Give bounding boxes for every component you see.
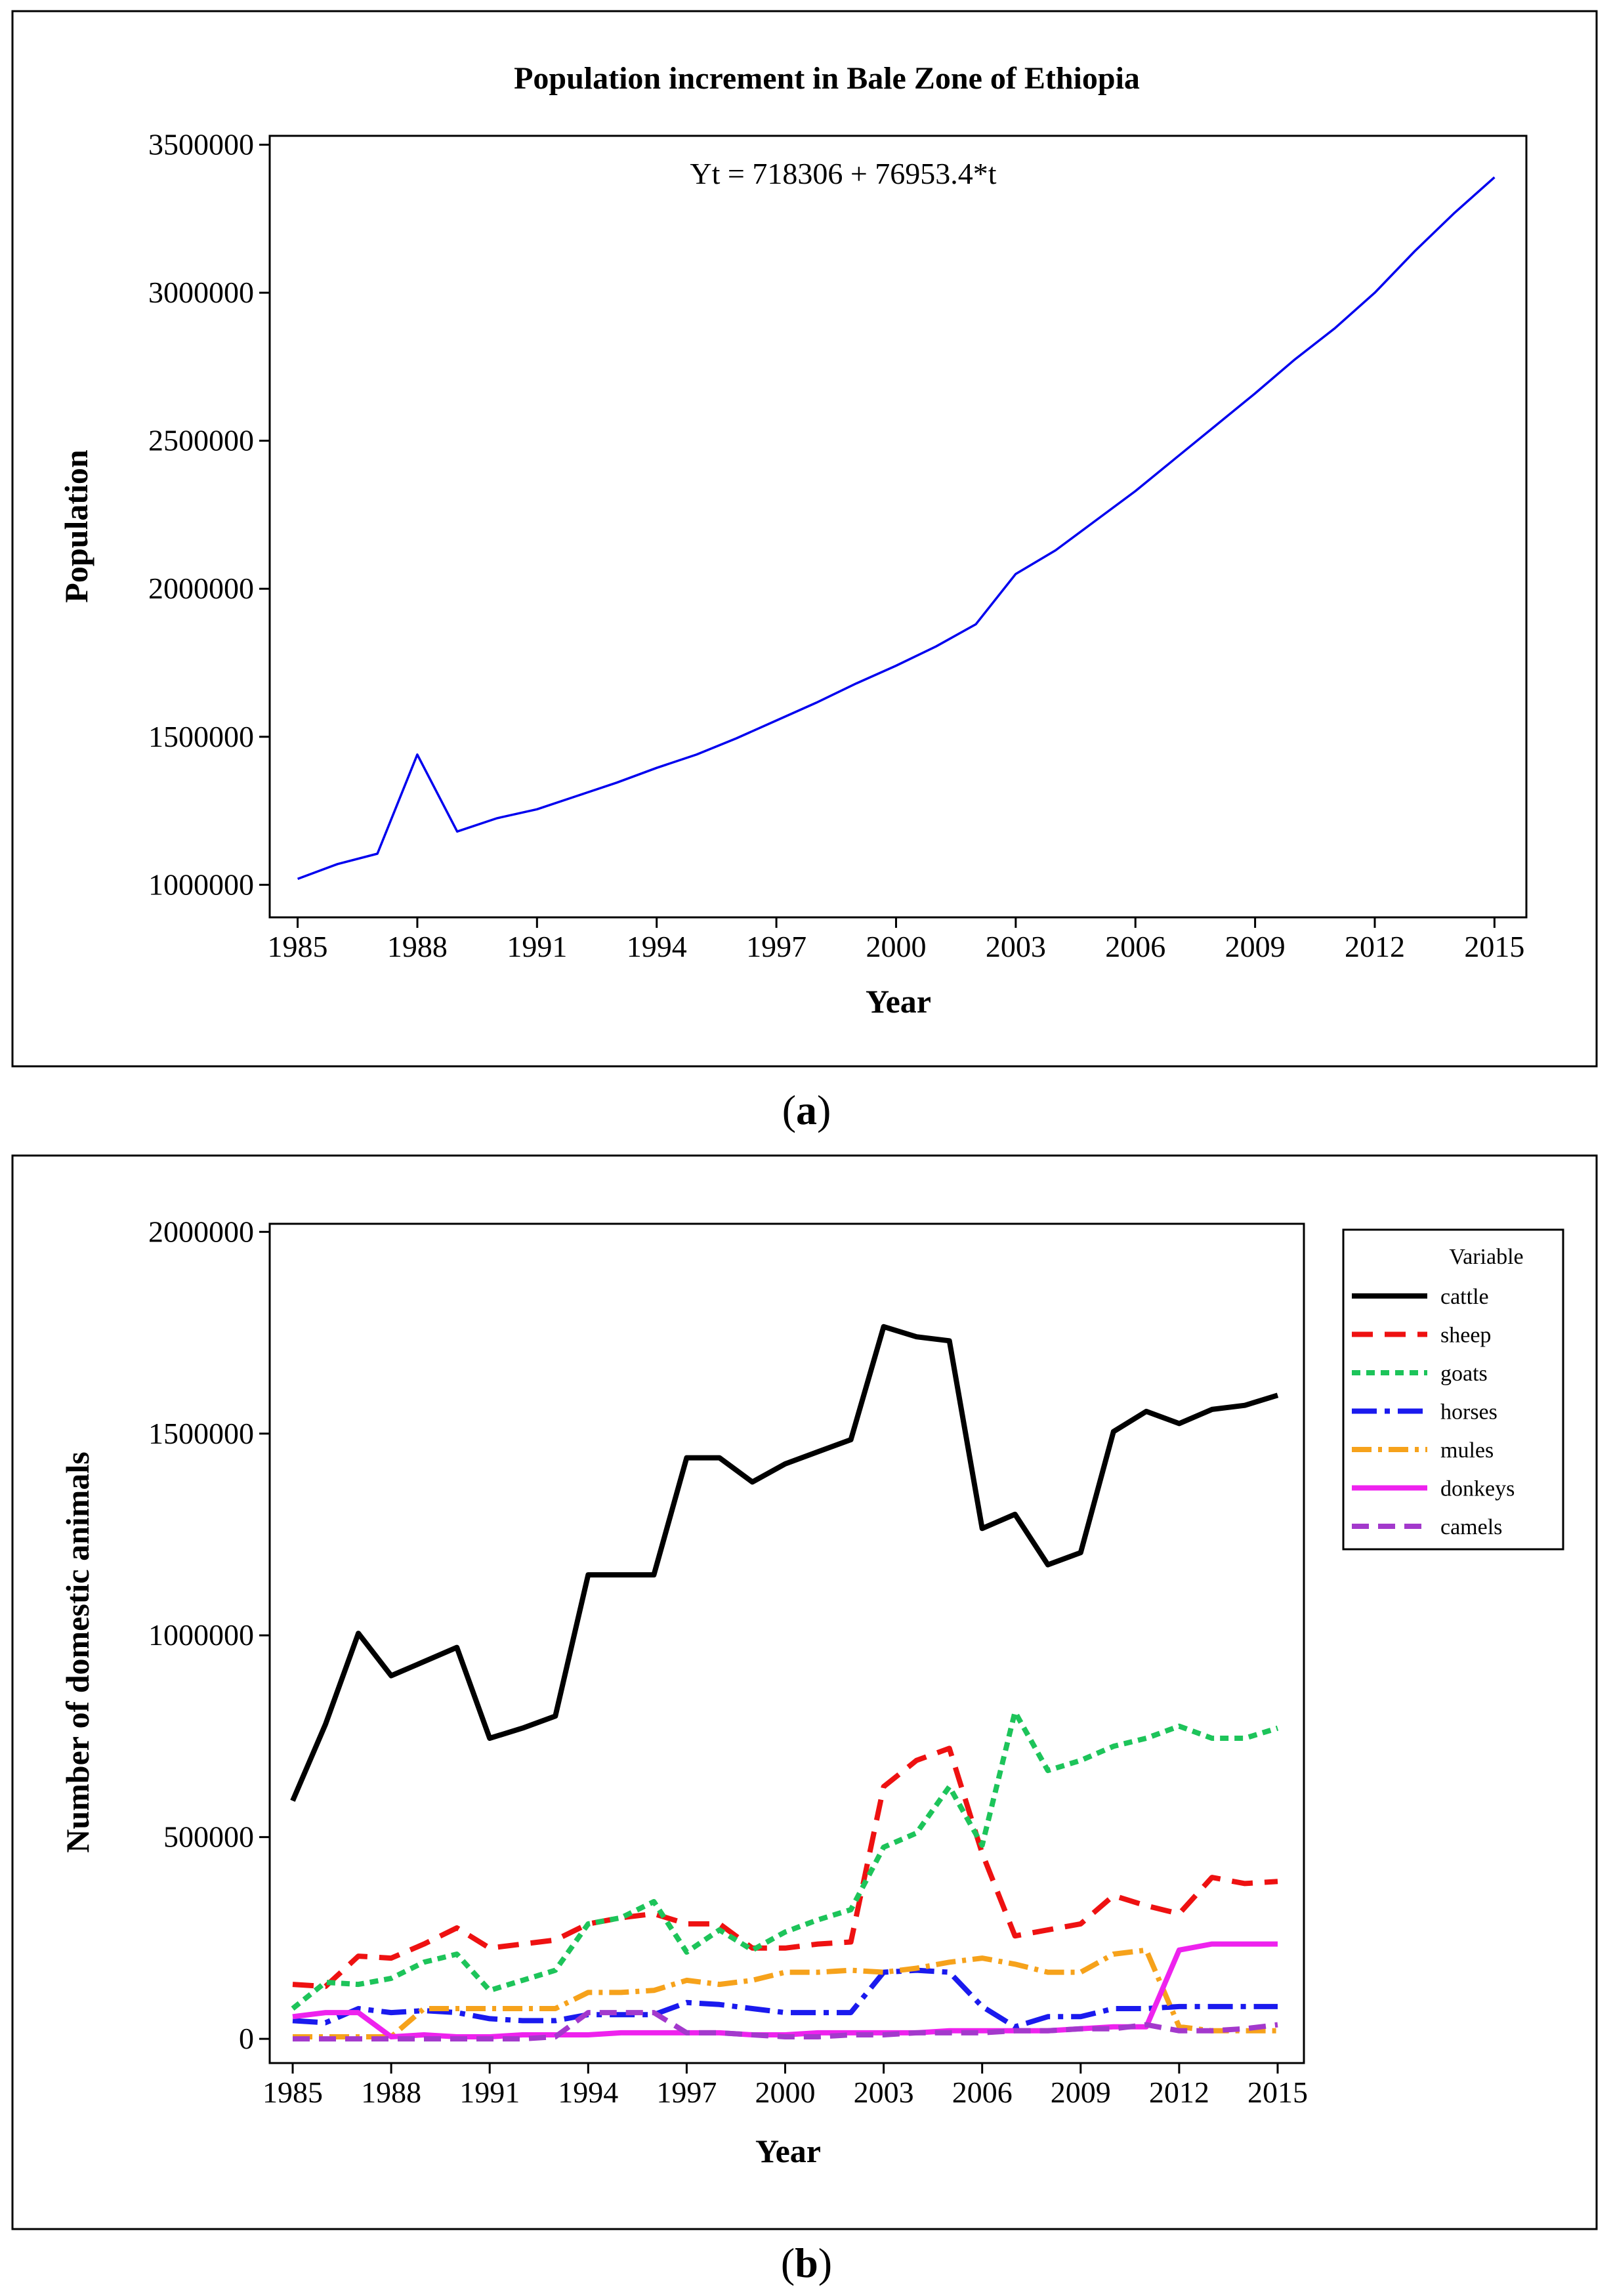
panel-a-y-tick-label: 2500000 bbox=[148, 424, 254, 457]
panel-b-frame bbox=[11, 1154, 1598, 2230]
panel-b-series-sheep-line bbox=[292, 1745, 1278, 1990]
panel-a-x-tick-label: 1988 bbox=[387, 930, 448, 963]
panel-b-x-ticks: 1985 1988 1991 1994 1997 2000 2003 2006 2009 2012… bbox=[262, 2063, 1308, 2109]
panel-b-series bbox=[290, 1324, 1279, 2042]
legend-label-sheep: sheep bbox=[1440, 1324, 1491, 1348]
panel-b-y-tick-label: 1500000 bbox=[148, 1417, 254, 1450]
legend-items: cattle sheep goats horses mules donkeys camels bbox=[1352, 1285, 1515, 1539]
panel-b-y-tick-label: 0 bbox=[239, 2022, 254, 2055]
panel-a-x-tick-label: 1997 bbox=[746, 930, 806, 963]
panel-a-x-tick-label: 2003 bbox=[986, 930, 1046, 963]
panel-a-series-population-line bbox=[297, 176, 1496, 881]
panel-a-x-tick-label: 2006 bbox=[1105, 930, 1165, 963]
panel-b-x-tick-label: 1994 bbox=[558, 2076, 618, 2109]
legend-title: Variable bbox=[1449, 1245, 1523, 1269]
panel-a-population-chart: Population increment in Bale Zone of Eth… bbox=[11, 10, 1598, 1068]
panel-b-x-tick-label: 2009 bbox=[1051, 2076, 1111, 2109]
panel-a-caption-open: ( bbox=[782, 1087, 796, 1133]
panel-b-x-tick-label: 2000 bbox=[755, 2076, 815, 2109]
panel-b-y-tick-label: 500000 bbox=[163, 1820, 254, 1854]
panel-a-y-ticks: 1000000 1500000 2000000 2500000 3000000 35000… bbox=[148, 128, 270, 901]
panel-b-legend: Variable cattle sheep goats horses mules donk… bbox=[1342, 1228, 1564, 1551]
panel-a-y-axis-label: Population bbox=[58, 449, 94, 603]
panel-a-x-tick-label: 1994 bbox=[627, 930, 687, 963]
legend-label-camels: camels bbox=[1440, 1515, 1502, 1539]
panel-a-x-tick-label: 2009 bbox=[1225, 930, 1286, 963]
panel-a-caption: (a) bbox=[782, 1087, 831, 1133]
panel-b-x-tick-label: 2003 bbox=[854, 2076, 914, 2109]
legend-label-horses: horses bbox=[1440, 1400, 1498, 1425]
legend-label-mules: mules bbox=[1440, 1438, 1494, 1463]
panel-b-x-tick-label: 1991 bbox=[459, 2076, 520, 2109]
panel-b-series-horses-line bbox=[292, 1967, 1278, 2030]
legend-label-goats: goats bbox=[1440, 1362, 1488, 1386]
panel-a-frame bbox=[11, 10, 1598, 1068]
panel-b-x-tick-label: 2006 bbox=[952, 2076, 1013, 2109]
panel-b-livestock-chart: Year Number of domestic animals 1985 1988… bbox=[11, 1154, 1598, 2230]
panel-b-y-axis-label: Number of domestic animals bbox=[59, 1451, 96, 1853]
panel-b-y-tick-label: 2000000 bbox=[148, 1215, 254, 1248]
panel-b-series-camels-line bbox=[293, 2010, 1278, 2042]
panel-a-series bbox=[297, 176, 1496, 881]
legend-box bbox=[1342, 1228, 1564, 1551]
panel-a-y-tick-label: 3500000 bbox=[148, 128, 254, 161]
panel-a-caption-letter: a bbox=[796, 1087, 817, 1133]
panel-a-y-tick-label: 3000000 bbox=[148, 276, 254, 309]
panel-b-x-tick-label: 1985 bbox=[262, 2076, 323, 2109]
legend-label-donkeys: donkeys bbox=[1440, 1477, 1515, 1501]
panel-b-y-ticks: 0 500000 1000000 1500000 2000000 bbox=[148, 1215, 270, 2055]
panel-b-x-tick-label: 1988 bbox=[361, 2076, 421, 2109]
panel-b-plot-area bbox=[268, 1222, 1305, 2064]
panel-a-regression-equation: Yt = 718306 + 76953.4*t bbox=[690, 157, 996, 190]
panel-a-caption-close: ) bbox=[817, 1087, 831, 1133]
panel-a-x-tick-label: 2015 bbox=[1464, 930, 1524, 963]
panel-b-x-tick-label: 1997 bbox=[656, 2076, 717, 2109]
panel-b-caption-letter: b bbox=[795, 2240, 818, 2286]
panel-a-y-tick-label: 1500000 bbox=[148, 720, 254, 753]
panel-b-x-axis-label: Year bbox=[755, 2133, 821, 2169]
panel-a-x-tick-label: 1985 bbox=[268, 930, 328, 963]
panel-b-caption-close: ) bbox=[818, 2240, 832, 2286]
panel-b-x-tick-label: 2015 bbox=[1247, 2076, 1308, 2109]
panel-a-x-ticks: 1985 1988 1991 1994 1997 2000 2003 2006 2009 2012… bbox=[268, 917, 1524, 963]
panel-b-series-goats-line bbox=[291, 1709, 1279, 2011]
panel-b-y-tick-label: 1000000 bbox=[148, 1618, 254, 1652]
panel-a-title: Population increment in Bale Zone of Eth… bbox=[514, 61, 1140, 96]
panel-b-series-mules-line bbox=[293, 1947, 1278, 2039]
panel-b-caption-open: ( bbox=[781, 2240, 795, 2286]
panel-a-x-tick-label: 2000 bbox=[866, 930, 926, 963]
panel-b-x-tick-label: 2012 bbox=[1149, 2076, 1209, 2109]
legend-label-cattle: cattle bbox=[1440, 1285, 1489, 1309]
panel-a-y-tick-label: 2000000 bbox=[148, 572, 254, 605]
panel-a-y-tick-label: 1000000 bbox=[148, 867, 254, 901]
panel-a-x-axis-label: Year bbox=[866, 983, 931, 1020]
panel-a-x-tick-label: 2012 bbox=[1345, 930, 1405, 963]
panel-a-plot-area bbox=[268, 135, 1528, 919]
panel-b-caption: (b) bbox=[781, 2240, 832, 2286]
panel-b-series-cattle-line bbox=[290, 1324, 1279, 1802]
panel-a-x-tick-label: 1991 bbox=[507, 930, 567, 963]
